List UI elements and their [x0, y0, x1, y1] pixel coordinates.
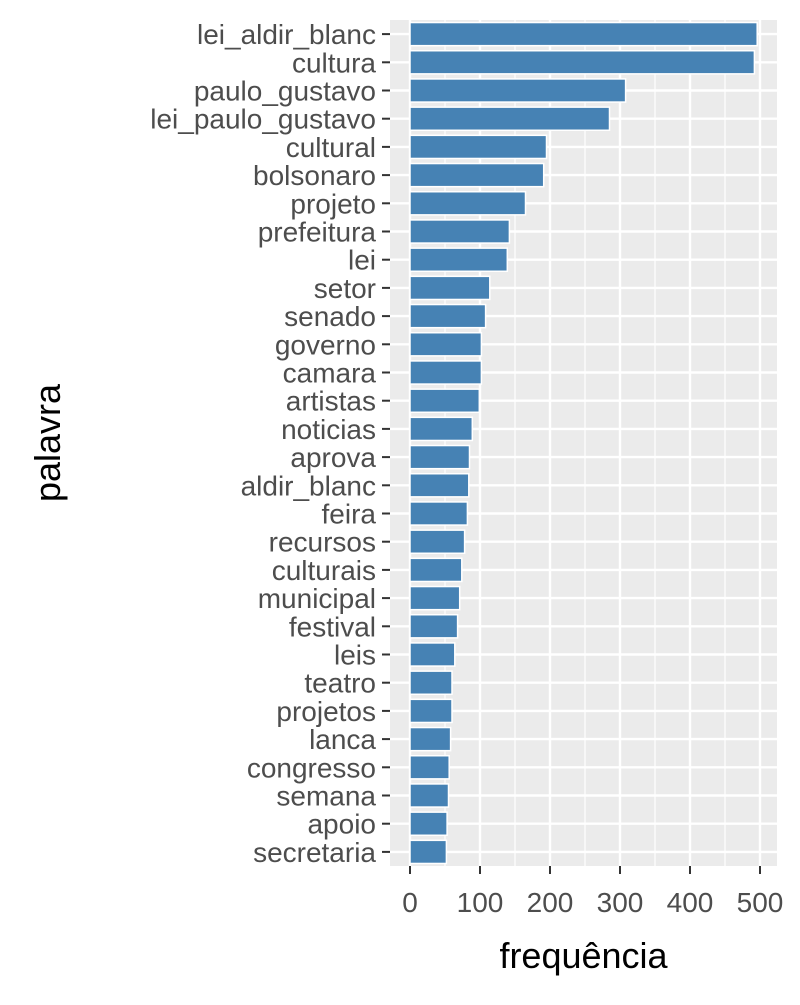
- y-tick-label: teatro: [304, 668, 376, 699]
- bar-prefeitura: [409, 219, 511, 244]
- bar-municipal: [409, 585, 461, 611]
- bar-cultural: [409, 134, 548, 160]
- x-tick-label: 400: [667, 887, 714, 918]
- x-tick-label: 0: [402, 887, 418, 918]
- x-axis-title: frequência: [499, 935, 668, 976]
- bar-aprova: [409, 444, 471, 470]
- y-tick-label: projeto: [290, 188, 376, 219]
- y-tick-label: camara: [283, 358, 377, 389]
- y-tick-label: senado: [284, 301, 376, 332]
- bar-artistas: [409, 388, 481, 414]
- y-tick-label: artistas: [286, 386, 376, 417]
- grid: [390, 20, 777, 866]
- x-axis-ticks: 0 100 200 300 400 500: [402, 866, 783, 918]
- y-tick-label: paulo_gustavo: [194, 76, 376, 107]
- y-tick-label: setor: [314, 273, 376, 304]
- bar-setor: [409, 275, 491, 301]
- bar-feira: [409, 501, 469, 526]
- bar-leis: [409, 642, 456, 667]
- bar-semana: [409, 783, 450, 808]
- y-tick-label: lei_paulo_gustavo: [150, 104, 376, 135]
- bar-projetos: [409, 698, 453, 724]
- y-tick-label: governo: [275, 329, 376, 360]
- x-tick-label: 200: [527, 887, 574, 918]
- y-tick-label: cultura: [292, 47, 376, 78]
- bar-lei_aldir_blanc: [409, 21, 758, 47]
- x-tick-label: 100: [457, 887, 504, 918]
- bar-congresso: [409, 754, 450, 780]
- bar-paulo_gustavo: [409, 78, 627, 103]
- y-tick-label: festival: [289, 611, 376, 642]
- x-tick-label: 500: [737, 887, 784, 918]
- bar-cultura: [409, 49, 756, 75]
- y-tick-label: lei: [348, 245, 376, 276]
- y-tick-label: congresso: [247, 752, 376, 783]
- y-tick-label: semana: [276, 781, 376, 812]
- bar-culturais: [409, 557, 463, 583]
- y-tick-label: municipal: [258, 583, 376, 614]
- y-tick-label: projetos: [276, 696, 376, 727]
- y-tick-label: aprova: [290, 442, 376, 473]
- bar-lei: [409, 247, 509, 273]
- bar-camara: [409, 360, 483, 385]
- bar-governo: [409, 331, 483, 357]
- y-tick-label: leis: [334, 640, 376, 671]
- y-tick-label: cultural: [286, 132, 376, 163]
- bar-recursos: [409, 529, 466, 555]
- y-tick-label: recursos: [269, 527, 376, 558]
- bar-senado: [409, 303, 487, 329]
- y-tick-label: lanca: [309, 724, 376, 755]
- bar-apoio: [409, 811, 448, 837]
- y-tick-label: feira: [322, 499, 377, 530]
- bar-lanca: [409, 726, 452, 752]
- y-axis-title: palavra: [27, 383, 68, 502]
- y-tick-label: apoio: [307, 809, 376, 840]
- bars: [409, 21, 758, 865]
- bar-bolsonaro: [409, 162, 545, 188]
- bar-projeto: [409, 190, 527, 216]
- y-axis-ticks: lei_aldir_blancculturapaulo_gustavolei_p…: [150, 19, 390, 868]
- bar-festival: [409, 613, 459, 639]
- y-tick-label: lei_aldir_blanc: [197, 19, 376, 50]
- bar-aldir_blanc: [409, 472, 470, 498]
- bar-lei_paulo_gustavo: [409, 106, 611, 132]
- y-tick-label: bolsonaro: [253, 160, 376, 191]
- y-tick-label: aldir_blanc: [241, 470, 376, 501]
- bar-teatro: [409, 670, 453, 696]
- bar-noticias: [409, 416, 474, 442]
- y-tick-label: secretaria: [253, 837, 376, 868]
- bar-secretaria: [409, 839, 448, 865]
- plot-panel: [390, 20, 777, 866]
- y-tick-label: noticias: [281, 414, 376, 445]
- y-tick-label: prefeitura: [258, 217, 377, 248]
- x-tick-label: 300: [597, 887, 644, 918]
- y-tick-label: culturais: [272, 555, 376, 586]
